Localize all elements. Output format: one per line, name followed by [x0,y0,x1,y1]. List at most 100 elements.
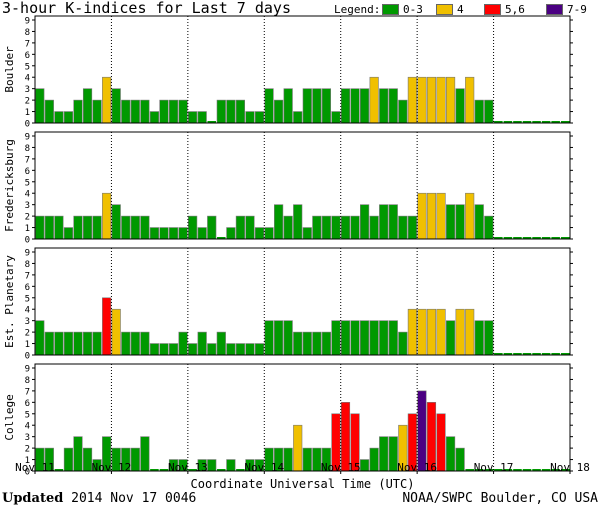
k-index-bar [235,215,245,240]
k-index-bar [436,76,446,124]
k-index-bar [436,413,446,472]
panel-label: Fredericksburg [3,139,16,232]
k-index-bar [111,308,121,356]
updated-timestamp: 2014 Nov 17 0046 [71,491,197,506]
k-index-bar [350,215,360,240]
k-index-bar [446,320,456,356]
y-tick-label: 9 [25,249,30,259]
k-index-bar [102,76,112,124]
k-index-bar [149,227,159,240]
k-index-bar [360,204,370,240]
k-index-bar [388,88,398,124]
k-index-bar [532,237,541,239]
k-index-bar [54,469,64,471]
y-tick-label: 5 [25,178,30,188]
k-index-bar [188,469,197,471]
k-index-bar [551,121,560,123]
k-index-bar [379,88,389,124]
k-index-bar [494,121,503,123]
updated-label: Updated [2,491,64,506]
legend-text-7-9: 7-9 [567,3,587,16]
k-index-bar [274,204,284,240]
y-tick-label: 5 [25,294,30,304]
k-index-bar [35,215,45,240]
k-index-bar [465,192,475,240]
k-index-bar [541,121,551,123]
k-index-bar [111,88,121,124]
k-index-bar [82,215,93,240]
k-index-bar [293,204,303,240]
k-index-bar [44,99,54,124]
k-index-bar [264,320,274,356]
k-index-bar [283,88,293,124]
y-tick-label: 3 [25,317,30,327]
k-index-bar [197,227,207,240]
k-index-bar [140,215,150,240]
y-tick-label: 6 [25,399,30,409]
k-index-bar [312,215,322,240]
k-index-bar [321,215,331,240]
k-index-bar [446,436,456,472]
legend-text-0-3: 0-3 [403,3,423,16]
x-tick-label: Nov 17 [474,461,514,474]
k-index-bar [417,308,427,356]
k-index-bar [121,331,131,356]
k-index-bar [446,76,456,124]
k-index-bar [226,99,236,124]
k-index-bar [159,99,169,124]
x-tick-label: Nov 14 [244,461,284,474]
k-index-bar [541,469,551,471]
k-index-bar [369,447,379,472]
k-index-bar [188,343,198,356]
k-index-bar [63,331,74,356]
panel-label: Est. Planetary [3,255,16,348]
y-tick-label: 9 [25,17,30,27]
k-index-bar [417,390,427,472]
k-index-bar [168,227,179,240]
k-index-bar [283,215,293,240]
k-index-bar [226,459,236,472]
k-index-bar [149,343,159,356]
k-index-bar [340,215,351,240]
k-index-bar [178,227,188,240]
k-index-bar [446,204,456,240]
k-index-bar [140,99,150,124]
k-index-bar [178,331,188,356]
k-index-bar [217,469,226,471]
y-tick-label: 8 [25,28,30,38]
y-tick-label: 7 [25,271,30,281]
k-index-bar [455,308,465,356]
k-index-bar [226,227,236,240]
k-index-bar [321,88,331,124]
y-tick-label: 0 [25,468,30,478]
y-tick-label: 4 [25,74,30,84]
k-index-bar [216,331,226,356]
k-index-bar [465,76,475,124]
y-tick-label: 0 [25,352,30,362]
k-index-bar [360,320,370,356]
panel-frame [34,131,571,240]
k-index-bar [340,320,351,356]
legend-swatch-0-3 [382,4,399,15]
k-index-bar [302,331,312,356]
k-index-bar [245,215,255,240]
k-index-bar [560,237,570,239]
k-index-bar [283,447,293,472]
k-index-bar [73,436,83,472]
k-index-bar [178,99,188,124]
k-index-bar [302,88,312,124]
k-index-bar [379,204,389,240]
k-index-bar [321,331,331,356]
k-index-bar [560,469,570,471]
k-index-bar [417,192,427,240]
k-index-bar [35,88,45,124]
k-index-bar [302,227,312,240]
k-index-bar [541,237,551,239]
k-index-bar [522,121,532,123]
k-index-bar [121,99,131,124]
panel-frame [34,363,571,472]
y-tick-label: 1 [25,456,30,466]
k-index-bar [503,469,513,471]
k-index-bar [207,459,217,472]
